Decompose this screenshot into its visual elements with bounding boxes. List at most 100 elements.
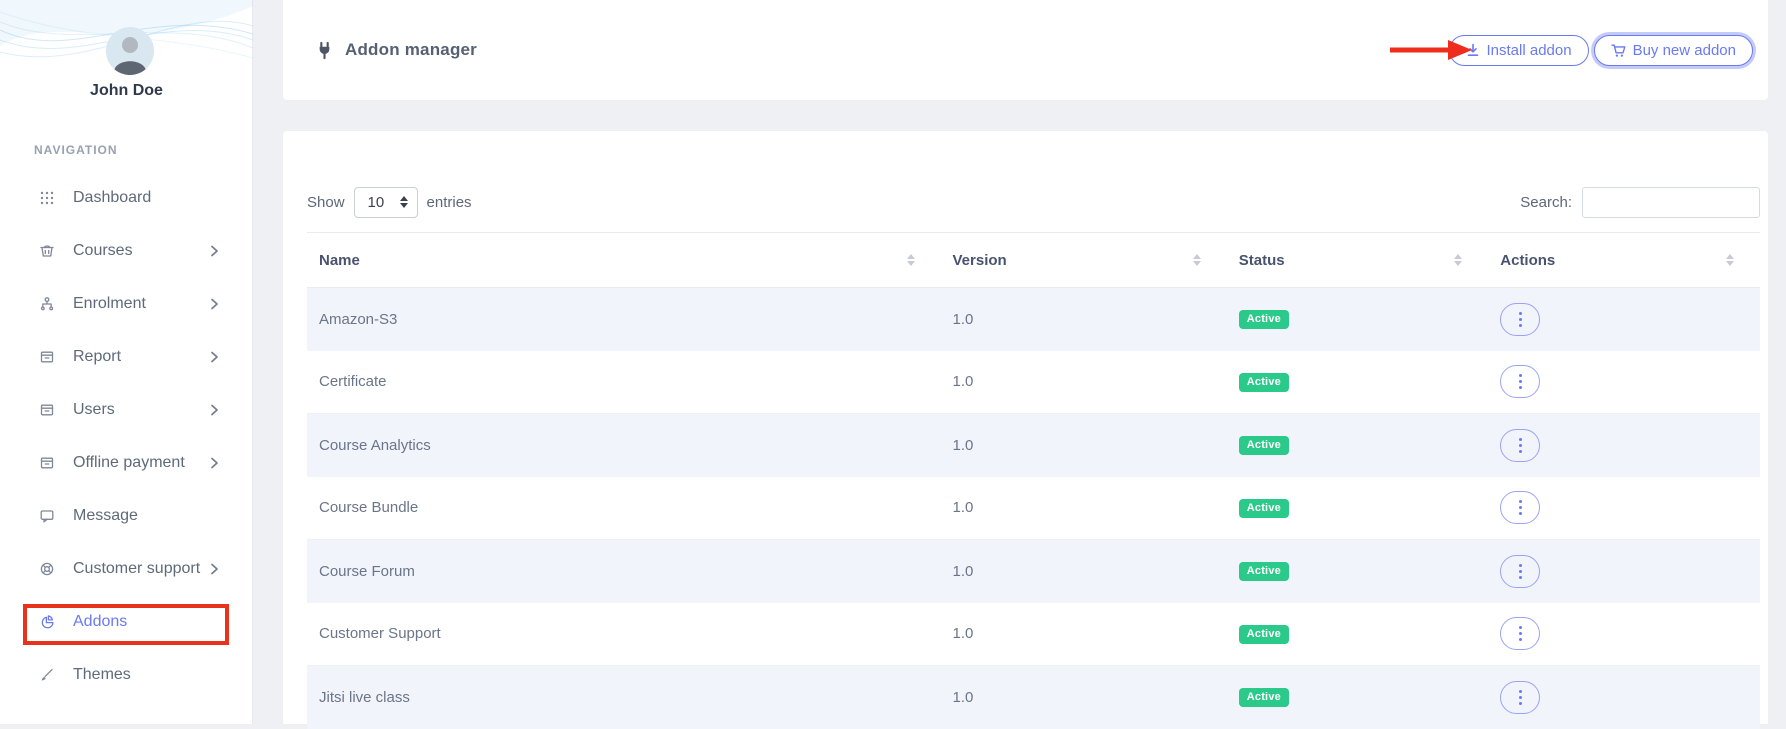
addons-table: Name Version Status Actions Amazon-S3: [307, 232, 1760, 729]
header-actions: Install addon Buy new addon: [1448, 34, 1753, 66]
column-header-version[interactable]: Version: [940, 232, 1227, 288]
sidebar-item-label: Themes: [73, 665, 131, 683]
search-label: Search:: [1520, 193, 1572, 211]
sidebar-item-label: Users: [73, 400, 115, 418]
sidebar-item-label: Enrolment: [73, 294, 146, 312]
sidebar-nav: Dashboard Courses Enrolment Report Users: [0, 171, 253, 701]
addon-version-cell: 1.0: [952, 625, 974, 643]
chat-icon: [38, 507, 56, 525]
table-row: Certificate 1.0 Active: [307, 351, 1760, 414]
show-label: Show: [307, 193, 345, 211]
table-controls: Show 10 entries Search:: [307, 186, 1760, 218]
sidebar-item-enrolment[interactable]: Enrolment: [0, 277, 253, 330]
status-badge: Active: [1238, 436, 1289, 456]
addon-version-cell: 1.0: [952, 499, 974, 517]
sidebar-item-message[interactable]: Message: [0, 489, 253, 542]
basket-icon: [38, 242, 56, 260]
kebab-menu-icon: [1518, 437, 1522, 453]
row-actions-button[interactable]: [1500, 491, 1541, 525]
addon-status-cell: Active: [1227, 288, 1489, 351]
row-actions-button[interactable]: [1500, 365, 1541, 399]
sidebar-item-label: Dashboard: [73, 188, 152, 206]
grid-icon: [38, 189, 56, 207]
nav-section-label: NAVIGATION: [34, 143, 118, 157]
sidebar-item-label: Report: [73, 347, 122, 365]
sidebar-item-addons[interactable]: Addons: [0, 595, 253, 648]
addon-actions-cell: [1488, 666, 1760, 729]
sidebar-item-label: Courses: [73, 241, 133, 259]
addon-version-cell: 1.0: [952, 436, 974, 454]
addon-actions-cell: [1488, 351, 1760, 414]
page-header: Addon manager Install addon Buy new addo…: [283, 0, 1768, 100]
row-actions-button[interactable]: [1500, 680, 1541, 714]
chevron-right-icon: [210, 457, 219, 469]
addon-version-cell: 1.0: [952, 373, 974, 391]
kebab-menu-icon: [1518, 689, 1522, 705]
table-row: Customer Support 1.0 Active: [307, 603, 1760, 666]
addon-version-cell: 1.0: [952, 310, 974, 328]
addon-status-cell: Active: [1227, 414, 1489, 477]
kebab-menu-icon: [1518, 374, 1522, 390]
user-name: John Doe: [90, 82, 163, 99]
row-actions-button[interactable]: [1500, 302, 1541, 336]
table-row: Course Analytics 1.0 Active: [307, 413, 1760, 477]
table-row: Amazon-S3 1.0 Active: [307, 287, 1760, 351]
sidebar-item-label: Message: [73, 506, 138, 524]
archive-icon: [38, 454, 56, 472]
addon-actions-cell: [1488, 603, 1760, 666]
column-header-actions[interactable]: Actions: [1488, 232, 1760, 288]
sidebar-item-courses[interactable]: Courses: [0, 224, 253, 277]
plug-icon: [315, 41, 334, 60]
page-title-group: Addon manager: [315, 40, 477, 60]
search-input[interactable]: [1582, 186, 1760, 218]
chevron-right-icon: [210, 404, 219, 416]
page-title: Addon manager: [345, 40, 478, 59]
status-badge: Active: [1238, 688, 1289, 708]
row-actions-button[interactable]: [1500, 617, 1541, 651]
addon-status-cell: Active: [1227, 666, 1489, 729]
row-actions-button[interactable]: [1500, 554, 1541, 588]
sidebar-item-themes[interactable]: Themes: [0, 648, 253, 701]
addon-actions-cell: [1488, 540, 1760, 603]
addon-version-cell: 1.0: [952, 562, 974, 580]
sort-icon: [1192, 254, 1201, 266]
sitemap-icon: [38, 295, 56, 313]
addon-actions-cell: [1488, 414, 1760, 477]
addon-name-cell: Course Forum: [319, 562, 415, 580]
addon-actions-cell: [1488, 477, 1760, 540]
entries-label: entries: [426, 193, 472, 211]
sidebar-item-users[interactable]: Users: [0, 383, 253, 436]
chevron-right-icon: [210, 245, 219, 257]
addon-name-cell: Course Analytics: [319, 436, 431, 454]
addon-name-cell: Customer Support: [319, 625, 441, 643]
addon-actions-cell: [1488, 288, 1760, 351]
addon-name-cell: Jitsi live class: [319, 688, 410, 706]
addon-name-cell: Course Bundle: [319, 499, 419, 517]
install-addon-button[interactable]: Install addon: [1448, 34, 1589, 66]
chevron-right-icon: [210, 563, 219, 575]
sort-icon: [1454, 254, 1463, 266]
brush-icon: [38, 666, 56, 684]
avatar: [106, 27, 154, 75]
addon-status-cell: Active: [1227, 351, 1489, 414]
table-row: Course Bundle 1.0 Active: [307, 477, 1760, 540]
page-size-select[interactable]: 10: [353, 186, 418, 218]
column-header-name[interactable]: Name: [307, 232, 941, 288]
sidebar-item-customer-support[interactable]: Customer support: [0, 542, 253, 595]
buy-new-addon-button[interactable]: Buy new addon: [1593, 34, 1753, 66]
chevron-right-icon: [210, 351, 219, 363]
page-size-control: Show 10 entries: [307, 186, 472, 218]
status-badge: Active: [1238, 624, 1289, 644]
table-row: Course Forum 1.0 Active: [307, 539, 1760, 603]
row-actions-button[interactable]: [1500, 428, 1541, 462]
sidebar-item-report[interactable]: Report: [0, 330, 253, 383]
column-header-status[interactable]: Status: [1226, 232, 1489, 288]
sidebar-item-label: Addons: [73, 612, 128, 630]
addon-name-cell: Certificate: [319, 373, 387, 391]
chevron-right-icon: [210, 298, 219, 310]
table-row: Jitsi live class 1.0 Active: [307, 665, 1760, 729]
sidebar-item-dashboard[interactable]: Dashboard: [0, 171, 253, 224]
sidebar-item-label: Offline payment: [73, 453, 185, 471]
sidebar-item-offline-payment[interactable]: Offline payment: [0, 436, 253, 489]
addon-version-cell: 1.0: [952, 688, 974, 706]
